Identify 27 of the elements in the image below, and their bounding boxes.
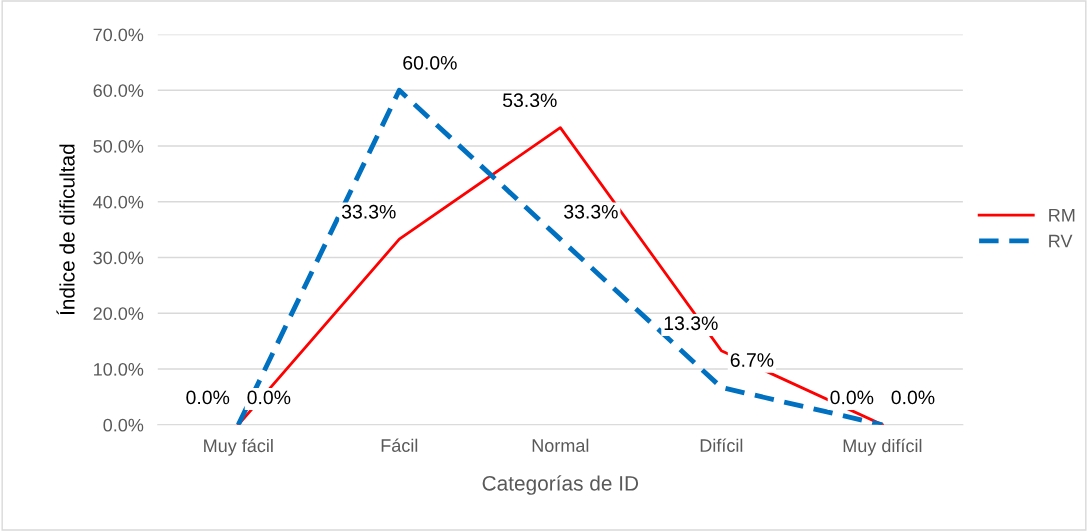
x-tick-label: Difícil (700, 438, 743, 452)
data-label: 33.3% (341, 204, 396, 219)
x-tick-label: Muy difícil (843, 438, 922, 456)
data-label: 0.0% (891, 390, 935, 405)
data-label: 60.0% (403, 55, 457, 70)
y-tick-label: 40.0% (93, 195, 144, 209)
legend-label: RM (1049, 208, 1075, 222)
y-axis-title: Índice de dificultad (56, 144, 75, 315)
y-tick-label: 30.0% (93, 251, 144, 265)
legend-label: RV (1049, 234, 1073, 248)
y-tick-label: 50.0% (93, 139, 144, 153)
y-tick-label: 60.0% (93, 84, 144, 97)
data-label: 0.0% (830, 390, 874, 405)
x-tick-label: Normal (532, 438, 589, 452)
y-tick-label: 20.0% (93, 307, 144, 321)
data-label: 13.3% (664, 316, 718, 331)
data-label: 0.0% (247, 390, 291, 405)
y-tick-label: 70.0% (93, 28, 144, 42)
y-tick-label: 10.0% (94, 362, 144, 376)
x-tick-label: Muy fácil (204, 438, 273, 456)
data-label: 33.3% (564, 204, 618, 219)
y-tick-label: 0.0% (103, 418, 144, 432)
data-label: 53.3% (502, 93, 557, 108)
data-label: 0.0% (186, 390, 230, 405)
x-axis-title: Categorías de ID (482, 475, 639, 495)
x-tick-label: Fácil (381, 438, 418, 452)
data-label: 6.7% (730, 353, 774, 367)
